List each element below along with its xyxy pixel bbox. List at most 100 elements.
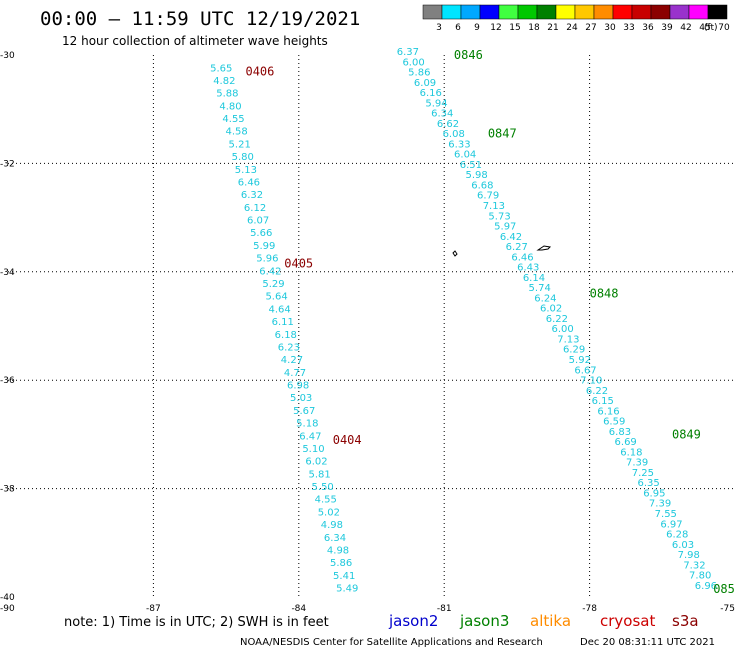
wave-height-value: 6.33: [448, 139, 470, 150]
wave-height-value: 6.03: [672, 540, 694, 551]
wave-height-value: 6.68: [471, 180, 493, 191]
wave-height-value: 4.58: [225, 127, 247, 138]
wave-height-value: 6.83: [609, 427, 631, 438]
wave-height-value: 5.50: [312, 482, 334, 493]
wave-height-value: 6.79: [477, 191, 499, 202]
wave-height-value: 6.22: [586, 386, 608, 397]
wave-height-value: 4.27: [281, 355, 303, 366]
wave-height-value: 5.99: [253, 241, 275, 252]
satellite-name-jason3: jason3: [459, 612, 509, 630]
wave-height-value: 5.41: [333, 571, 355, 582]
legend-unit: (ft): [704, 23, 718, 33]
pass-time-label: 0849: [672, 427, 701, 441]
legend-label: 30: [604, 23, 616, 33]
wave-height-value: 6.12: [244, 203, 266, 214]
legend-swatch: [631, 4, 652, 20]
footer-note: note: 1) Time is in UTC; 2) SWH is in fe…: [64, 615, 329, 630]
legend-swatch: [441, 4, 462, 20]
legend-swatch: [574, 4, 595, 20]
lat-tick-label: -40: [0, 593, 15, 603]
generated-timestamp: Dec 20 08:31:11 UTC 2021: [580, 637, 715, 648]
wave-height-value: 6.47: [299, 431, 321, 442]
wave-height-value: 4.80: [219, 101, 241, 112]
wave-height-value: 6.18: [620, 447, 642, 458]
wave-height-value: 6.43: [517, 263, 539, 274]
legend-label: 21: [547, 23, 558, 33]
wave-height-value: 5.65: [210, 63, 232, 74]
wave-height-value: 5.88: [216, 89, 238, 100]
legend-label: 33: [623, 23, 634, 33]
lat-tick-label: -34: [0, 268, 15, 278]
legend-label: 27: [585, 23, 596, 33]
wave-height-value: 6.98: [287, 381, 309, 392]
lat-tick-label: -36: [0, 376, 15, 386]
lat-tick-label: -38: [0, 485, 15, 495]
pass-time-label: 0846: [454, 48, 483, 62]
wave-height-value: 6.11: [272, 317, 294, 328]
wave-height-value: 4.55: [315, 495, 337, 506]
wave-height-value: 5.81: [308, 469, 330, 480]
wave-height-value: 7.39: [626, 458, 648, 469]
wave-height-value: 6.07: [247, 216, 269, 227]
legend-swatch: [498, 4, 519, 20]
legend-swatch: [612, 4, 633, 20]
wave-height-value: 6.42: [259, 266, 281, 277]
wave-height-value: 5.02: [318, 507, 340, 518]
legend-label: 45: [699, 23, 710, 33]
wave-height-value: 5.96: [256, 254, 278, 265]
wave-height-value: 5.67: [293, 406, 315, 417]
wave-height-value: 6.96: [695, 581, 717, 592]
axis-ticks: -90 -87 -84 -81 -78 -75 -30 -32 -34 -36 -38 -40: [0, 51, 735, 614]
wave-height-value: 6.37: [397, 47, 419, 58]
wave-height-value: 5.29: [262, 279, 284, 290]
legend-label: 18: [528, 23, 540, 33]
legend-label: 12: [490, 23, 501, 33]
wave-height-value: 7.55: [655, 509, 677, 520]
wave-height-value: 6.00: [402, 57, 424, 68]
legend-label: 6: [455, 23, 461, 33]
wave-height-value: 4.98: [321, 520, 343, 531]
wave-height-value: 4.82: [213, 76, 235, 87]
wave-height-value: 6.27: [506, 242, 528, 253]
wave-height-value: 6.59: [603, 417, 625, 428]
wave-height-value: 6.16: [420, 88, 442, 99]
pass-time-label: 0405: [284, 257, 313, 271]
wave-height-value: 6.46: [511, 252, 533, 263]
wave-height-value: 6.00: [551, 324, 573, 335]
page-subtitle: 12 hour collection of altimeter wave hei…: [62, 34, 328, 48]
wave-height-value: 5.94: [425, 98, 447, 109]
wave-height-value: 5.03: [290, 393, 312, 404]
wave-height-value: 5.49: [336, 584, 358, 595]
legend-label: 3: [436, 23, 442, 33]
wave-height-value: 7.13: [483, 201, 505, 212]
legend-swatch: [479, 4, 500, 20]
altimeter-tracks: 5.654.825.884.804.554.585.215.805.136.46…: [210, 47, 735, 596]
lon-tick-label: -75: [720, 604, 735, 614]
legend-label: 70: [718, 23, 730, 33]
legend-swatch: [460, 4, 481, 20]
legend-swatch: [555, 4, 576, 20]
lon-tick-label: -87: [146, 604, 161, 614]
legend-label: 24: [566, 23, 578, 33]
legend-label: 9: [474, 23, 480, 33]
page-title: 00:00 – 11:59 UTC 12/19/2021: [40, 8, 360, 30]
wave-height-value: 5.18: [296, 419, 318, 430]
legend-swatch: [422, 4, 443, 20]
wave-height-value: 6.69: [615, 437, 637, 448]
wave-height-value: 4.64: [269, 304, 291, 315]
wave-height-value: 6.42: [500, 232, 522, 243]
legend-swatch: [669, 4, 690, 20]
wave-height-value: 6.51: [460, 160, 482, 171]
wave-height-value: 6.02: [540, 304, 562, 315]
wave-height-legend: 3 6 9 12 15 18 21 24 27 30 33 36 39 42 45 70: [422, 4, 730, 33]
wave-height-value: 7.10: [580, 376, 602, 387]
legend-swatch: [593, 4, 614, 20]
wave-height-value: 6.67: [574, 365, 596, 376]
wave-height-value: 4.55: [222, 114, 244, 125]
wave-height-value: 6.28: [666, 530, 688, 541]
wave-height-value: 6.32: [241, 190, 263, 201]
lon-tick-label: -84: [291, 604, 306, 614]
wave-height-value: 6.16: [597, 406, 619, 417]
wave-height-value: 6.04: [454, 150, 476, 161]
wave-height-value: 7.25: [632, 468, 654, 479]
